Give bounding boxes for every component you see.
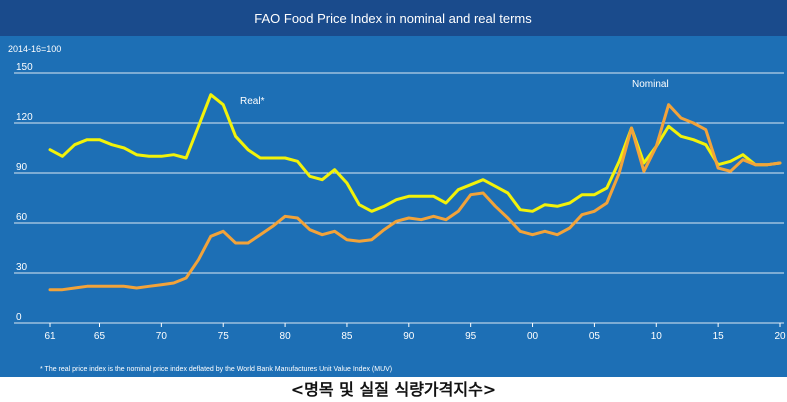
- x-tick-label: 65: [94, 331, 106, 342]
- y-axis-unit-label: 2014-16=100: [8, 44, 61, 54]
- x-tick-label: 70: [156, 331, 168, 342]
- y-tick-label: 90: [16, 162, 28, 173]
- x-tick-label: 85: [341, 331, 353, 342]
- figure-caption: <명목 및 실질 식량가격지수>: [290, 380, 497, 399]
- x-axis-ticks: 61 65 70 75 80 85 90 95 00 05 10 15 20: [44, 323, 786, 342]
- x-tick-label: 75: [218, 331, 230, 342]
- chart-background: [0, 0, 787, 377]
- x-tick-label: 15: [713, 331, 725, 342]
- nominal-series-annotation: Nominal: [632, 79, 669, 90]
- y-tick-label: 0: [16, 312, 22, 323]
- series-lines: [48, 93, 782, 292]
- x-tick-label: 80: [280, 331, 292, 342]
- x-tick-label: 05: [589, 331, 601, 342]
- y-tick-label: 150: [16, 62, 33, 73]
- y-tick-label: 120: [16, 112, 33, 123]
- series-line-nominal: [48, 103, 782, 292]
- x-tick-label: 61: [44, 331, 56, 342]
- chart-title: FAO Food Price Index in nominal and real…: [254, 11, 532, 26]
- chart-footnote: * The real price index is the nominal pr…: [40, 366, 392, 373]
- gridlines: [14, 72, 784, 324]
- x-tick-label: 90: [403, 331, 415, 342]
- y-axis-ticks: 0 30 60 90 120 150: [16, 62, 33, 323]
- x-tick-label: 00: [527, 331, 539, 342]
- real-series-annotation: Real*: [240, 96, 265, 107]
- y-tick-label: 30: [16, 262, 28, 273]
- x-tick-label: 95: [465, 331, 477, 342]
- title-bar: [0, 0, 787, 36]
- chart-figure: FAO Food Price Index in nominal and real…: [0, 0, 787, 377]
- y-tick-label: 60: [16, 212, 28, 223]
- x-tick-label: 20: [774, 331, 786, 342]
- x-tick-label: 10: [651, 331, 663, 342]
